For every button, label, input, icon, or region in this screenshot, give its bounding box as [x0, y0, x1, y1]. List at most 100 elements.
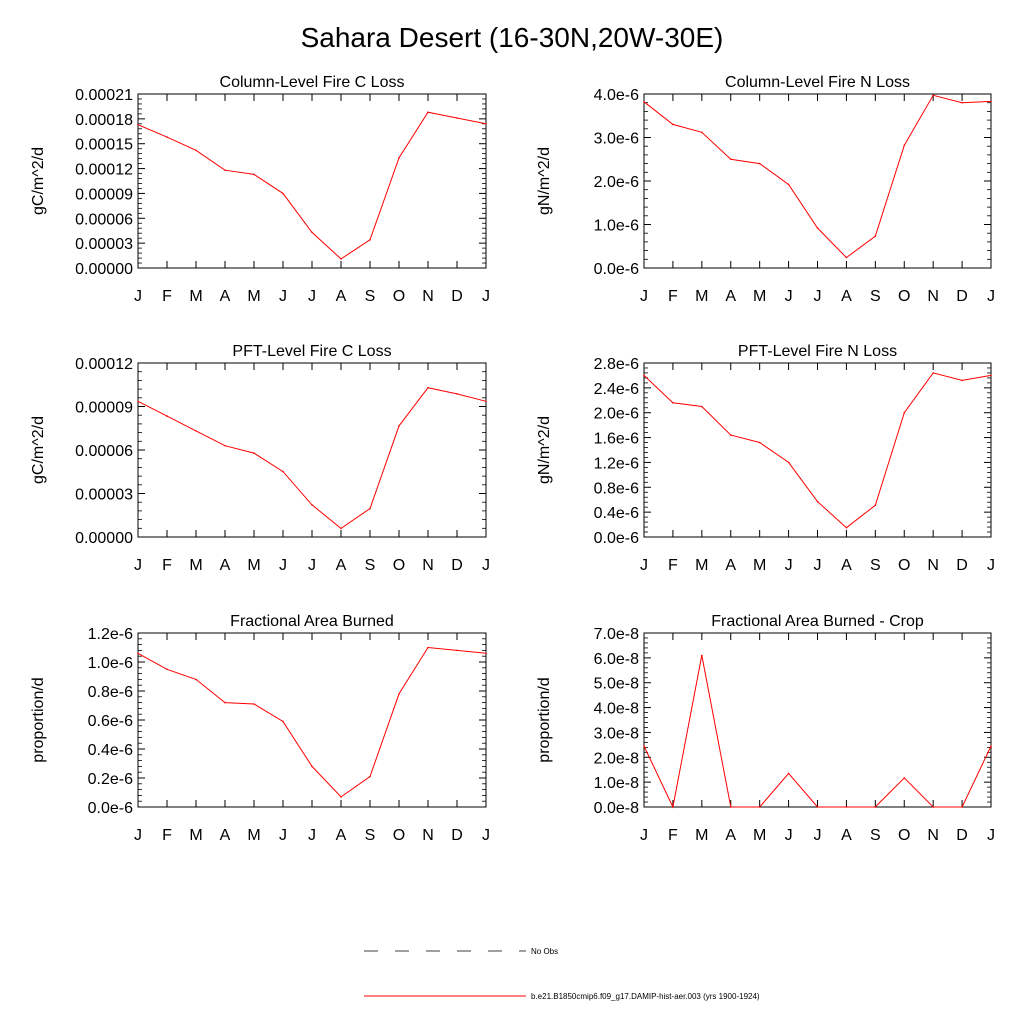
- y-tick-label: 1.0e-8: [594, 775, 639, 792]
- y-tick-label: 1.6e-6: [594, 431, 639, 448]
- x-tick-label: A: [725, 557, 736, 574]
- y-axis-label: proportion/d: [30, 677, 47, 762]
- y-tick-label: 0.00000: [75, 261, 133, 278]
- y-tick-label: 3.0e-8: [594, 725, 639, 742]
- x-tick-label: A: [841, 827, 852, 844]
- panel-title: Column-Level Fire C Loss: [220, 74, 405, 91]
- figure-title: Sahara Desert (16-30N,20W-30E): [300, 22, 724, 53]
- x-tick-label: J: [785, 288, 793, 305]
- series-line: [643, 655, 992, 809]
- y-tick-label: 0.00003: [75, 236, 133, 253]
- x-tick-label: J: [640, 557, 648, 574]
- data-point: [224, 444, 226, 447]
- x-tick-label: M: [247, 557, 260, 574]
- data-point: [932, 372, 934, 374]
- x-tick-label: S: [870, 557, 881, 574]
- x-tick-label: S: [870, 288, 881, 305]
- series-line: [137, 387, 487, 530]
- x-tick-label: A: [220, 557, 231, 574]
- data-point: [816, 806, 819, 808]
- panel-title: Fractional Area Burned - Crop: [711, 613, 924, 630]
- y-tick-label: 0.4e-6: [88, 742, 133, 759]
- x-tick-label: D: [451, 288, 463, 305]
- data-point: [643, 374, 645, 377]
- y-tick-label: 0.00012: [75, 356, 133, 373]
- data-point: [456, 649, 458, 652]
- x-tick-label: J: [814, 557, 822, 574]
- chart-panel-2: J F M A M J J A S O N D J0.0e-61.0e-62.0e-63.0e-64.0…: [536, 74, 995, 305]
- x-tick-label: A: [841, 557, 852, 574]
- y-axis-label: gN/m^2/d: [536, 147, 553, 215]
- x-tick-label: F: [668, 827, 678, 844]
- x-tick-label: F: [668, 288, 678, 305]
- x-tick-label: N: [927, 827, 939, 844]
- data-point: [903, 411, 906, 414]
- x-tick-label: A: [725, 827, 736, 844]
- x-tick-label: N: [422, 557, 434, 574]
- x-tick-label: J: [987, 827, 995, 844]
- y-tick-label: 6.0e-8: [594, 651, 639, 668]
- x-tick-label: J: [308, 557, 316, 574]
- data-point: [903, 777, 906, 779]
- x-tick-label: J: [640, 288, 648, 305]
- y-tick-label: 0.0e-6: [594, 261, 639, 278]
- x-tick-label: J: [279, 557, 287, 574]
- y-tick-label: 0.00009: [75, 400, 133, 417]
- y-tick-label: 2.4e-6: [594, 381, 639, 398]
- y-tick-label: 3.0e-6: [594, 131, 639, 148]
- x-tick-label: M: [695, 827, 708, 844]
- chart-panel-4: J F M A M J J A S O N D J0.0e-60.4e-60.8e-61.2e-61.6…: [536, 343, 995, 574]
- series-line: [137, 111, 487, 260]
- data-point: [282, 720, 284, 723]
- data-point: [932, 806, 934, 808]
- x-tick-label: D: [956, 557, 968, 574]
- y-tick-label: 0.0e-6: [88, 800, 133, 817]
- data-point: [137, 400, 139, 403]
- data-point: [137, 652, 139, 655]
- data-point: [195, 430, 197, 432]
- x-tick-label: S: [365, 827, 376, 844]
- y-tick-label: 4.0e-6: [594, 87, 639, 104]
- data-point: [643, 745, 645, 747]
- y-tick-label: 2.8e-6: [594, 356, 639, 373]
- data-point: [253, 452, 255, 454]
- x-tick-label: J: [308, 288, 316, 305]
- data-point: [758, 441, 761, 444]
- data-point: [427, 646, 429, 649]
- x-tick-label: A: [336, 827, 347, 844]
- x-tick-label: J: [279, 827, 287, 844]
- y-axis-label: gC/m^2/d: [30, 147, 47, 215]
- data-point: [961, 101, 963, 104]
- y-tick-label: 0.0e-8: [594, 800, 639, 817]
- data-point: [427, 386, 429, 389]
- data-point: [340, 258, 342, 260]
- y-tick-label: 0.6e-6: [88, 713, 133, 730]
- data-point: [398, 157, 400, 159]
- data-point: [874, 504, 877, 507]
- x-tick-label: F: [162, 827, 172, 844]
- panel-title: Fractional Area Burned: [230, 613, 394, 630]
- data-point: [340, 527, 342, 530]
- data-point: [816, 500, 819, 503]
- legend: No Obs b.e21.B1850cmip6.f09_g17.DAMIP-his…: [364, 947, 760, 1001]
- x-tick-label: O: [898, 557, 910, 574]
- data-point: [224, 169, 226, 172]
- data-point: [195, 678, 197, 681]
- x-tick-label: J: [482, 557, 490, 574]
- y-tick-label: 5.0e-8: [594, 676, 639, 693]
- data-point: [990, 745, 992, 747]
- panel-title: PFT-Level Fire C Loss: [232, 343, 391, 360]
- data-point: [311, 765, 313, 768]
- x-tick-label: M: [695, 557, 708, 574]
- data-point: [874, 235, 877, 238]
- chart-panel-3: J F M A M J J A S O N D J0.000000.000030.000060.0000…: [30, 343, 490, 574]
- data-point: [369, 507, 371, 510]
- data-point: [282, 470, 284, 473]
- data-point: [427, 111, 429, 114]
- data-point: [643, 101, 645, 103]
- data-point: [845, 806, 848, 808]
- x-tick-label: J: [785, 557, 793, 574]
- x-tick-label: N: [927, 557, 939, 574]
- data-point: [758, 162, 761, 165]
- x-tick-label: O: [898, 827, 910, 844]
